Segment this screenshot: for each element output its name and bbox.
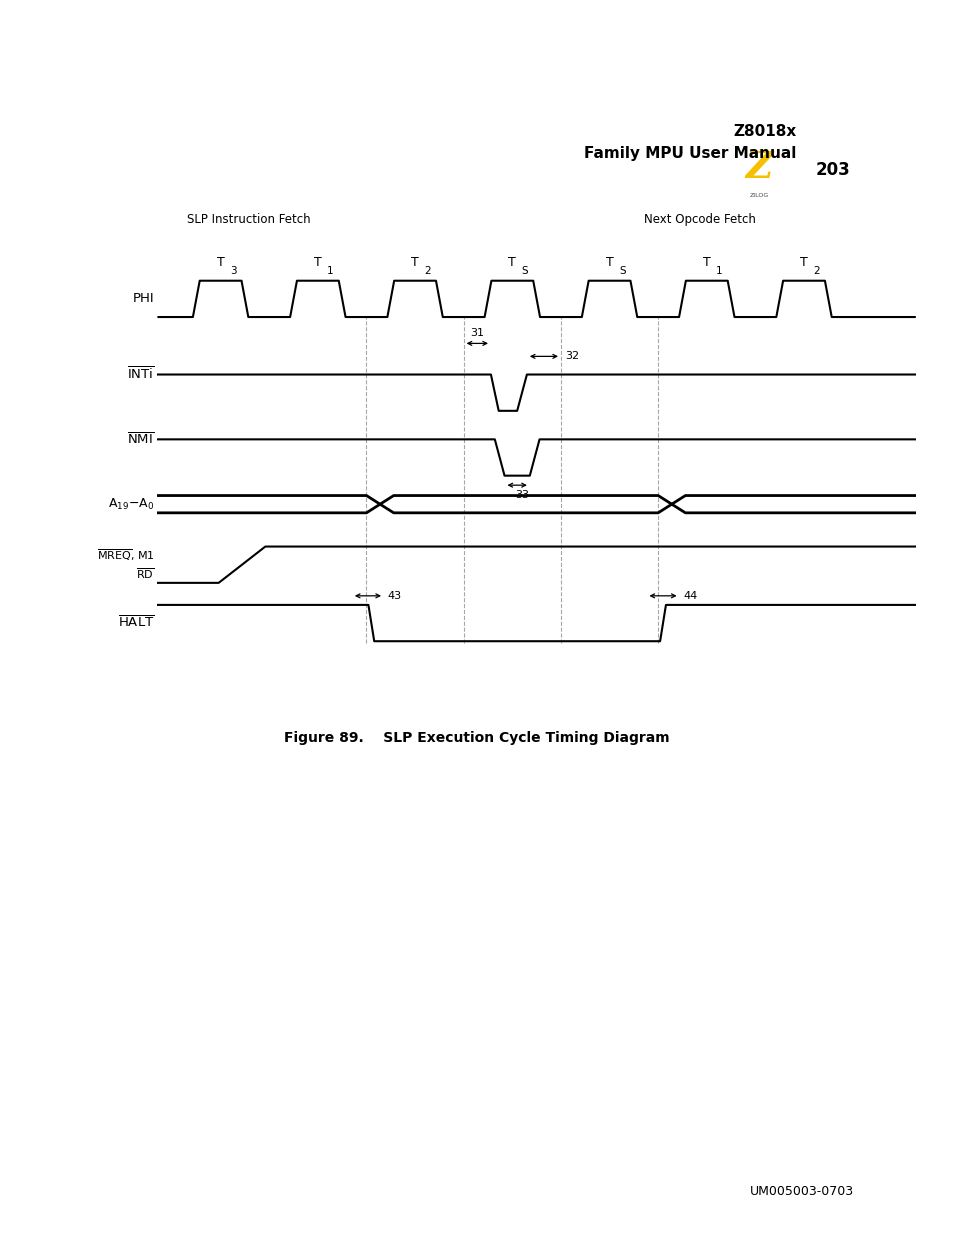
Text: PHI: PHI — [132, 293, 154, 305]
Text: 1: 1 — [327, 267, 334, 277]
Text: T: T — [216, 256, 224, 269]
Text: UM005003-0703: UM005003-0703 — [749, 1184, 853, 1198]
Text: $\overline{\mathregular{INTi}}$: $\overline{\mathregular{INTi}}$ — [127, 367, 154, 383]
Text: 2: 2 — [813, 267, 820, 277]
Text: 203: 203 — [815, 162, 849, 179]
Text: Family MPU User Manual: Family MPU User Manual — [583, 146, 796, 161]
Text: S: S — [521, 267, 528, 277]
Text: SLP Instruction Fetch: SLP Instruction Fetch — [187, 214, 310, 226]
Text: T: T — [508, 256, 516, 269]
Text: 31: 31 — [470, 329, 484, 338]
Text: ZILOG: ZILOG — [749, 193, 768, 198]
Text: S: S — [618, 267, 625, 277]
Text: Next Opcode Fetch: Next Opcode Fetch — [643, 214, 755, 226]
Text: 43: 43 — [388, 590, 401, 600]
Text: $\overline{\mathregular{HALT}}$: $\overline{\mathregular{HALT}}$ — [118, 615, 154, 631]
Text: T: T — [411, 256, 418, 269]
Text: Z8018x: Z8018x — [733, 124, 796, 138]
Text: T: T — [314, 256, 321, 269]
Text: $\overline{\mathregular{NMI}}$: $\overline{\mathregular{NMI}}$ — [127, 432, 154, 447]
Text: 33: 33 — [515, 490, 529, 500]
Text: 32: 32 — [564, 352, 578, 362]
Text: $\overline{\mathregular{MREQ}}$, M1: $\overline{\mathregular{MREQ}}$, M1 — [96, 547, 154, 563]
Text: T: T — [800, 256, 807, 269]
Text: 2: 2 — [424, 267, 431, 277]
Text: $\overline{\mathregular{RD}}$: $\overline{\mathregular{RD}}$ — [136, 567, 154, 582]
Text: 44: 44 — [682, 590, 697, 600]
Text: T: T — [702, 256, 710, 269]
Text: Z: Z — [745, 149, 772, 186]
Text: 3: 3 — [230, 267, 236, 277]
Text: T: T — [605, 256, 613, 269]
Text: A$_{19}$$-$A$_{0}$: A$_{19}$$-$A$_{0}$ — [108, 496, 154, 511]
Text: 1: 1 — [716, 267, 722, 277]
Text: Figure 89.    SLP Execution Cycle Timing Diagram: Figure 89. SLP Execution Cycle Timing Di… — [284, 731, 669, 745]
